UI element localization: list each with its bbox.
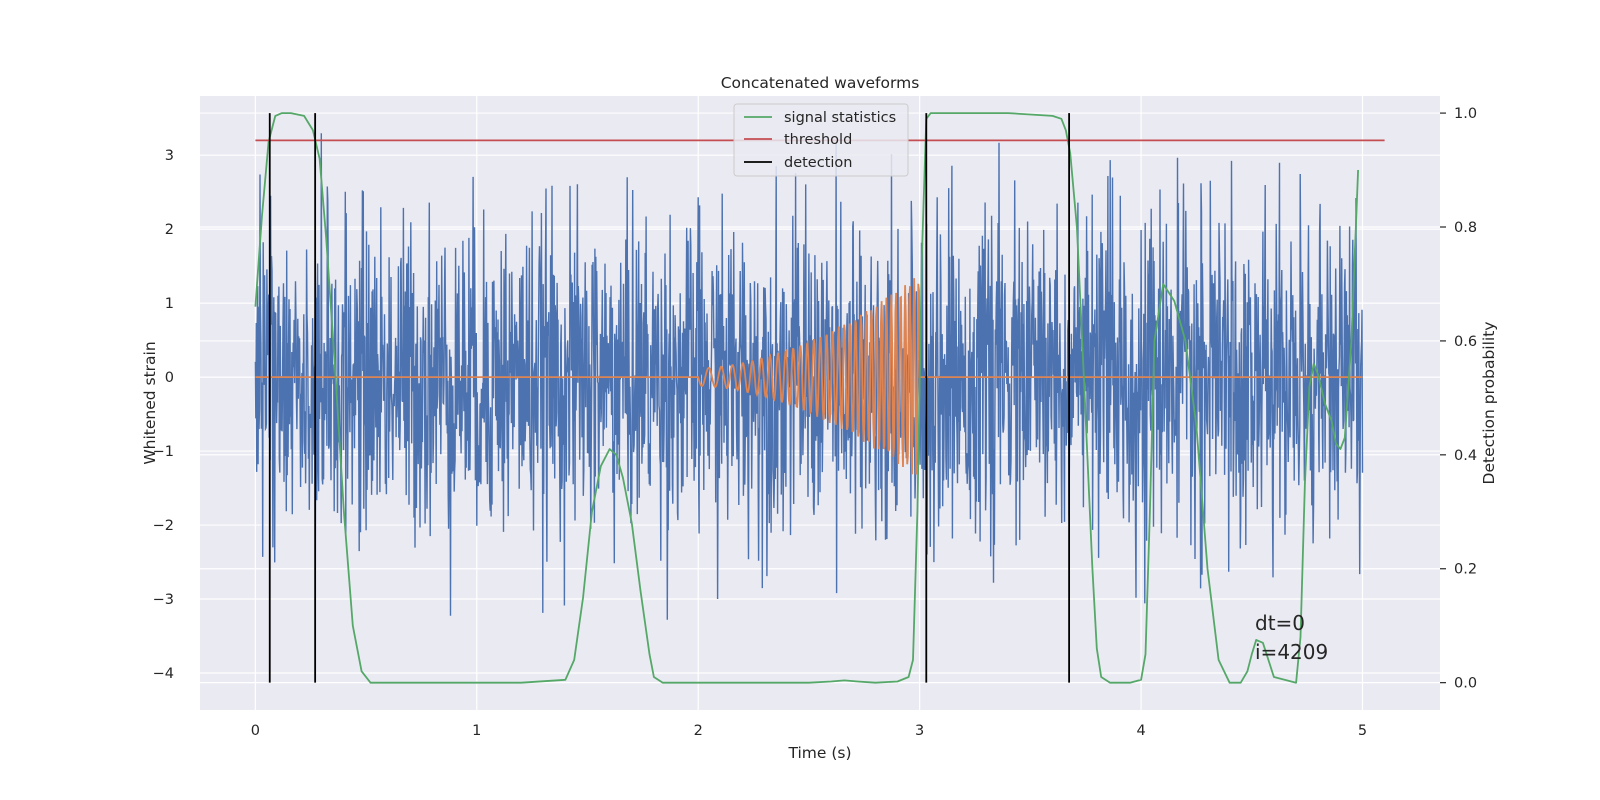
y-tick-label: −3 [153, 592, 174, 608]
legend-label-threshold: threshold [784, 132, 852, 148]
signal-statistics-line [254, 112, 1359, 684]
strain-series [254, 133, 1364, 620]
y-axis-label: Whitened strain [141, 341, 159, 464]
x-tick-label: 1 [472, 723, 481, 739]
y2-axis-label: Detection probability [1480, 322, 1498, 485]
y-tick-label: 1 [165, 296, 174, 312]
x-tick-label: 0 [251, 723, 260, 739]
legend: signal statistics threshold detection [733, 103, 909, 177]
y-tick-label: 3 [165, 148, 174, 164]
x-tick-label: 4 [1136, 723, 1145, 739]
ticks: 0 1 2 3 4 5 −4 −3 −2 −1 0 1 2 3 0.0 0.2 0.4 0.6 0.8 1.0 [153, 106, 1477, 739]
y-tick-label: 0 [165, 370, 174, 386]
template-series [255, 278, 1363, 475]
legend-label-detection: detection [784, 155, 852, 171]
y2-tick-label: 0.6 [1454, 334, 1477, 350]
y-tick-label: −4 [153, 666, 174, 682]
y2-tick-label: 0.4 [1454, 448, 1477, 464]
x-tick-label: 5 [1358, 723, 1367, 739]
y2-tick-label: 0.8 [1454, 220, 1477, 236]
left-axis-series [254, 133, 1364, 620]
x-tick-label: 3 [915, 723, 924, 739]
legend-label-signal: signal statistics [784, 110, 896, 126]
x-axis-label: Time (s) [787, 744, 851, 762]
annotation-dt: dt=0 [1255, 611, 1305, 635]
x-tick-label: 2 [694, 723, 703, 739]
y2-tick-label: 1.0 [1454, 106, 1477, 122]
annotation-index: i=4209 [1255, 640, 1328, 664]
y-tick-label: −2 [153, 518, 174, 534]
y-tick-label: −1 [153, 444, 174, 460]
chart-title: Concatenated waveforms [721, 74, 920, 92]
y2-tick-label: 0.0 [1454, 676, 1477, 692]
y-tick-label: 2 [165, 222, 174, 238]
legend-box [733, 103, 909, 177]
y2-tick-label: 0.2 [1454, 562, 1477, 578]
